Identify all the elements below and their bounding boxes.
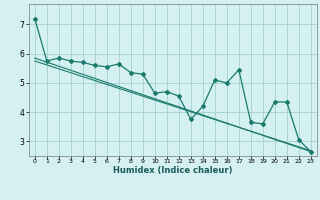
X-axis label: Humidex (Indice chaleur): Humidex (Indice chaleur) [113, 166, 233, 175]
